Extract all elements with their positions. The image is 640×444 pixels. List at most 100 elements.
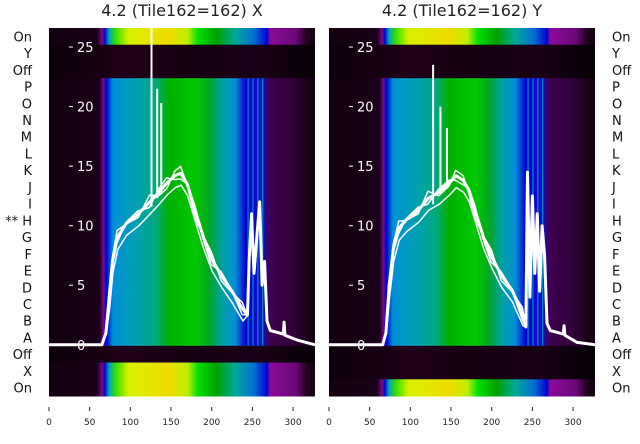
heatmap-stripe: [262, 78, 264, 346]
heatmap-row: [329, 44, 595, 62]
row-label-right: M: [612, 131, 623, 146]
row-label-right: N: [612, 114, 622, 129]
row-label-left: D: [22, 281, 32, 296]
row-label-left: J: [27, 181, 32, 196]
heatmap-row: [329, 312, 595, 330]
row-label-left: I: [28, 198, 32, 213]
row-label-right: H: [612, 214, 622, 229]
heatmap-row: [329, 28, 595, 46]
heatmap-row: [329, 295, 595, 313]
row-label-right: G: [612, 231, 622, 246]
overlay-y-tick-label: 5: [77, 279, 85, 294]
row-label-right: F: [612, 248, 619, 263]
x-tick-label: 150: [162, 418, 179, 428]
heatmap-row: [49, 278, 315, 297]
row-label-left: ** H: [5, 214, 32, 229]
row-label-right: J: [611, 181, 616, 196]
x-tick-label: 200: [483, 418, 500, 428]
heatmap-row: [329, 345, 595, 364]
row-label-left: B: [23, 315, 32, 330]
heatmap-row: [329, 278, 595, 297]
row-label-right: Y: [611, 47, 620, 62]
row-label-left: X: [23, 365, 32, 380]
x-tick-label: 300: [564, 418, 581, 428]
heatmap-row: [49, 44, 315, 62]
row-label-right: On: [612, 382, 630, 397]
row-label-right: E: [612, 265, 620, 280]
heatmap-stripe: [252, 78, 254, 346]
overlay-y-tick-label: 20: [357, 101, 374, 116]
overlay-y-tick-label: 5: [357, 279, 365, 294]
x-tick-label: 50: [84, 418, 96, 428]
x-tick-label: 200: [203, 418, 220, 428]
row-label-left: M: [21, 131, 32, 146]
panel-title: 4.2 (Tile162=162) Y: [382, 1, 543, 20]
row-label-right: A: [612, 331, 621, 346]
row-label-right: L: [612, 147, 620, 162]
heatmap-row: [49, 312, 315, 330]
heatmap-row: [49, 345, 315, 364]
row-label-right: B: [612, 315, 621, 330]
x-tick-label: 0: [326, 418, 332, 428]
x-tick-label: 150: [442, 418, 459, 428]
row-label-left: Y: [23, 47, 32, 62]
heatmap-stripe: [542, 78, 544, 346]
heatmap-row: [49, 262, 315, 280]
row-label-left: On: [14, 30, 32, 45]
row-label-right: Off: [612, 348, 632, 363]
row-label-right: C: [612, 298, 621, 313]
heatmap-row: [329, 128, 595, 146]
x-tick-label: 100: [402, 418, 419, 428]
row-label-left: A: [23, 331, 32, 346]
row-label-left: G: [22, 231, 32, 246]
profile-line: [328, 169, 595, 346]
overlay-y-tick-label: 15: [77, 160, 94, 175]
row-label-right: D: [612, 281, 622, 296]
row-label-right: O: [612, 97, 622, 112]
x-tick-label: 0: [46, 418, 52, 428]
overlay-y-tick-label: 15: [357, 160, 374, 175]
heatmap-row: [329, 195, 595, 213]
row-label-right: P: [612, 81, 620, 96]
heatmap-row: [329, 61, 595, 79]
row-label-left: Off: [13, 348, 33, 363]
x-tick-label: 100: [122, 418, 139, 428]
x-tick-label: 300: [284, 418, 301, 428]
overlay-y-tick-label: 25: [77, 41, 94, 56]
heatmap-row: [49, 128, 315, 146]
heatmap-row: [49, 78, 315, 96]
heatmap-stripe: [537, 78, 539, 346]
heatmap-stripe: [247, 78, 249, 346]
heatmap-row: [49, 295, 315, 313]
row-label-right: I: [612, 198, 616, 213]
row-label-right: Off: [612, 64, 632, 79]
profile-line: [48, 165, 315, 346]
row-label-right: X: [612, 365, 621, 380]
row-label-left: E: [24, 265, 32, 280]
row-label-left: P: [24, 81, 32, 96]
x-tick-label: 50: [364, 418, 376, 428]
heatmap-row: [49, 61, 315, 79]
overlay-y-tick-label: 10: [77, 220, 94, 235]
x-tick-label: 250: [524, 418, 541, 428]
heatmap-row: [329, 362, 595, 380]
panel-title: 4.2 (Tile162=162) X: [101, 1, 263, 20]
heatmap-row: [329, 379, 595, 397]
x-tick-label: 250: [244, 418, 261, 428]
row-label-right: On: [612, 30, 630, 45]
heatmap-row: [49, 379, 315, 397]
heatmap-row: [49, 362, 315, 380]
row-label-left: Off: [13, 64, 33, 79]
overlay-y-tick-label: 20: [77, 101, 94, 116]
heatmap-row: [49, 28, 315, 46]
heatmap-row: [49, 245, 315, 263]
heatmap-row: [49, 195, 315, 213]
heatmap-row: [329, 262, 595, 280]
row-label-left: F: [25, 248, 32, 263]
row-label-left: K: [23, 164, 32, 179]
heatmap-row: [329, 78, 595, 96]
row-label-left: N: [22, 114, 32, 129]
row-label-left: O: [22, 97, 32, 112]
row-label-left: L: [25, 147, 33, 162]
